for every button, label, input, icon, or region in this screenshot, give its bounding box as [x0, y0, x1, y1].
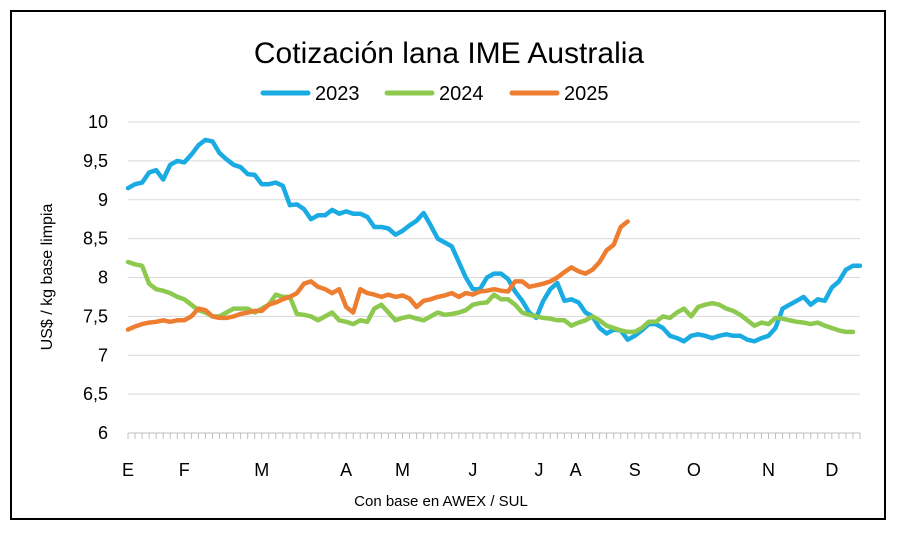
y-tick-label: 9,5 [83, 151, 108, 171]
x-tick-label: A [570, 460, 582, 480]
chart-title: Cotización lana IME Australia [254, 37, 645, 70]
chart-legend: 2023 2024 2025 [260, 83, 609, 105]
legend-label-2023: 2023 [315, 83, 360, 105]
y-tick-label: 8,5 [83, 229, 108, 249]
series-line-2025 [125, 219, 630, 332]
x-tick-label: J [468, 460, 477, 480]
x-tick-label: A [340, 460, 352, 480]
y-tick-label: 10 [88, 112, 108, 132]
gridlines [128, 121, 860, 395]
x-axis-label: Con base en AWEX / SUL [354, 493, 528, 510]
legend-label-2024: 2024 [439, 83, 484, 105]
y-tick-label: 6 [98, 423, 108, 443]
series-line-2024 [125, 259, 856, 335]
y-tick-label: 9 [98, 190, 108, 210]
x-tick-label: M [395, 460, 410, 480]
series-line-2023 [125, 137, 863, 344]
legend-label-2025: 2025 [564, 83, 609, 105]
x-tick-label: D [825, 460, 838, 480]
x-tick-label: E [122, 460, 134, 480]
y-axis-label: US$ / kg base limpia [39, 204, 56, 351]
x-axis [127, 432, 861, 439]
y-tick-label: 7,5 [83, 306, 108, 326]
series-lines [125, 137, 863, 344]
x-tick-label: N [762, 460, 775, 480]
x-tick-label: S [629, 460, 641, 480]
y-tick-labels: 6 6,5 7 7,5 8 8,5 9 9,5 10 [83, 112, 108, 443]
x-tick-label: M [254, 460, 269, 480]
y-tick-label: 6,5 [83, 384, 108, 404]
x-tick-label: O [687, 460, 701, 480]
y-tick-label: 7 [98, 345, 108, 365]
x-tick-label: F [179, 460, 190, 480]
y-tick-label: 8 [98, 268, 108, 288]
x-tick-label: J [535, 460, 544, 480]
